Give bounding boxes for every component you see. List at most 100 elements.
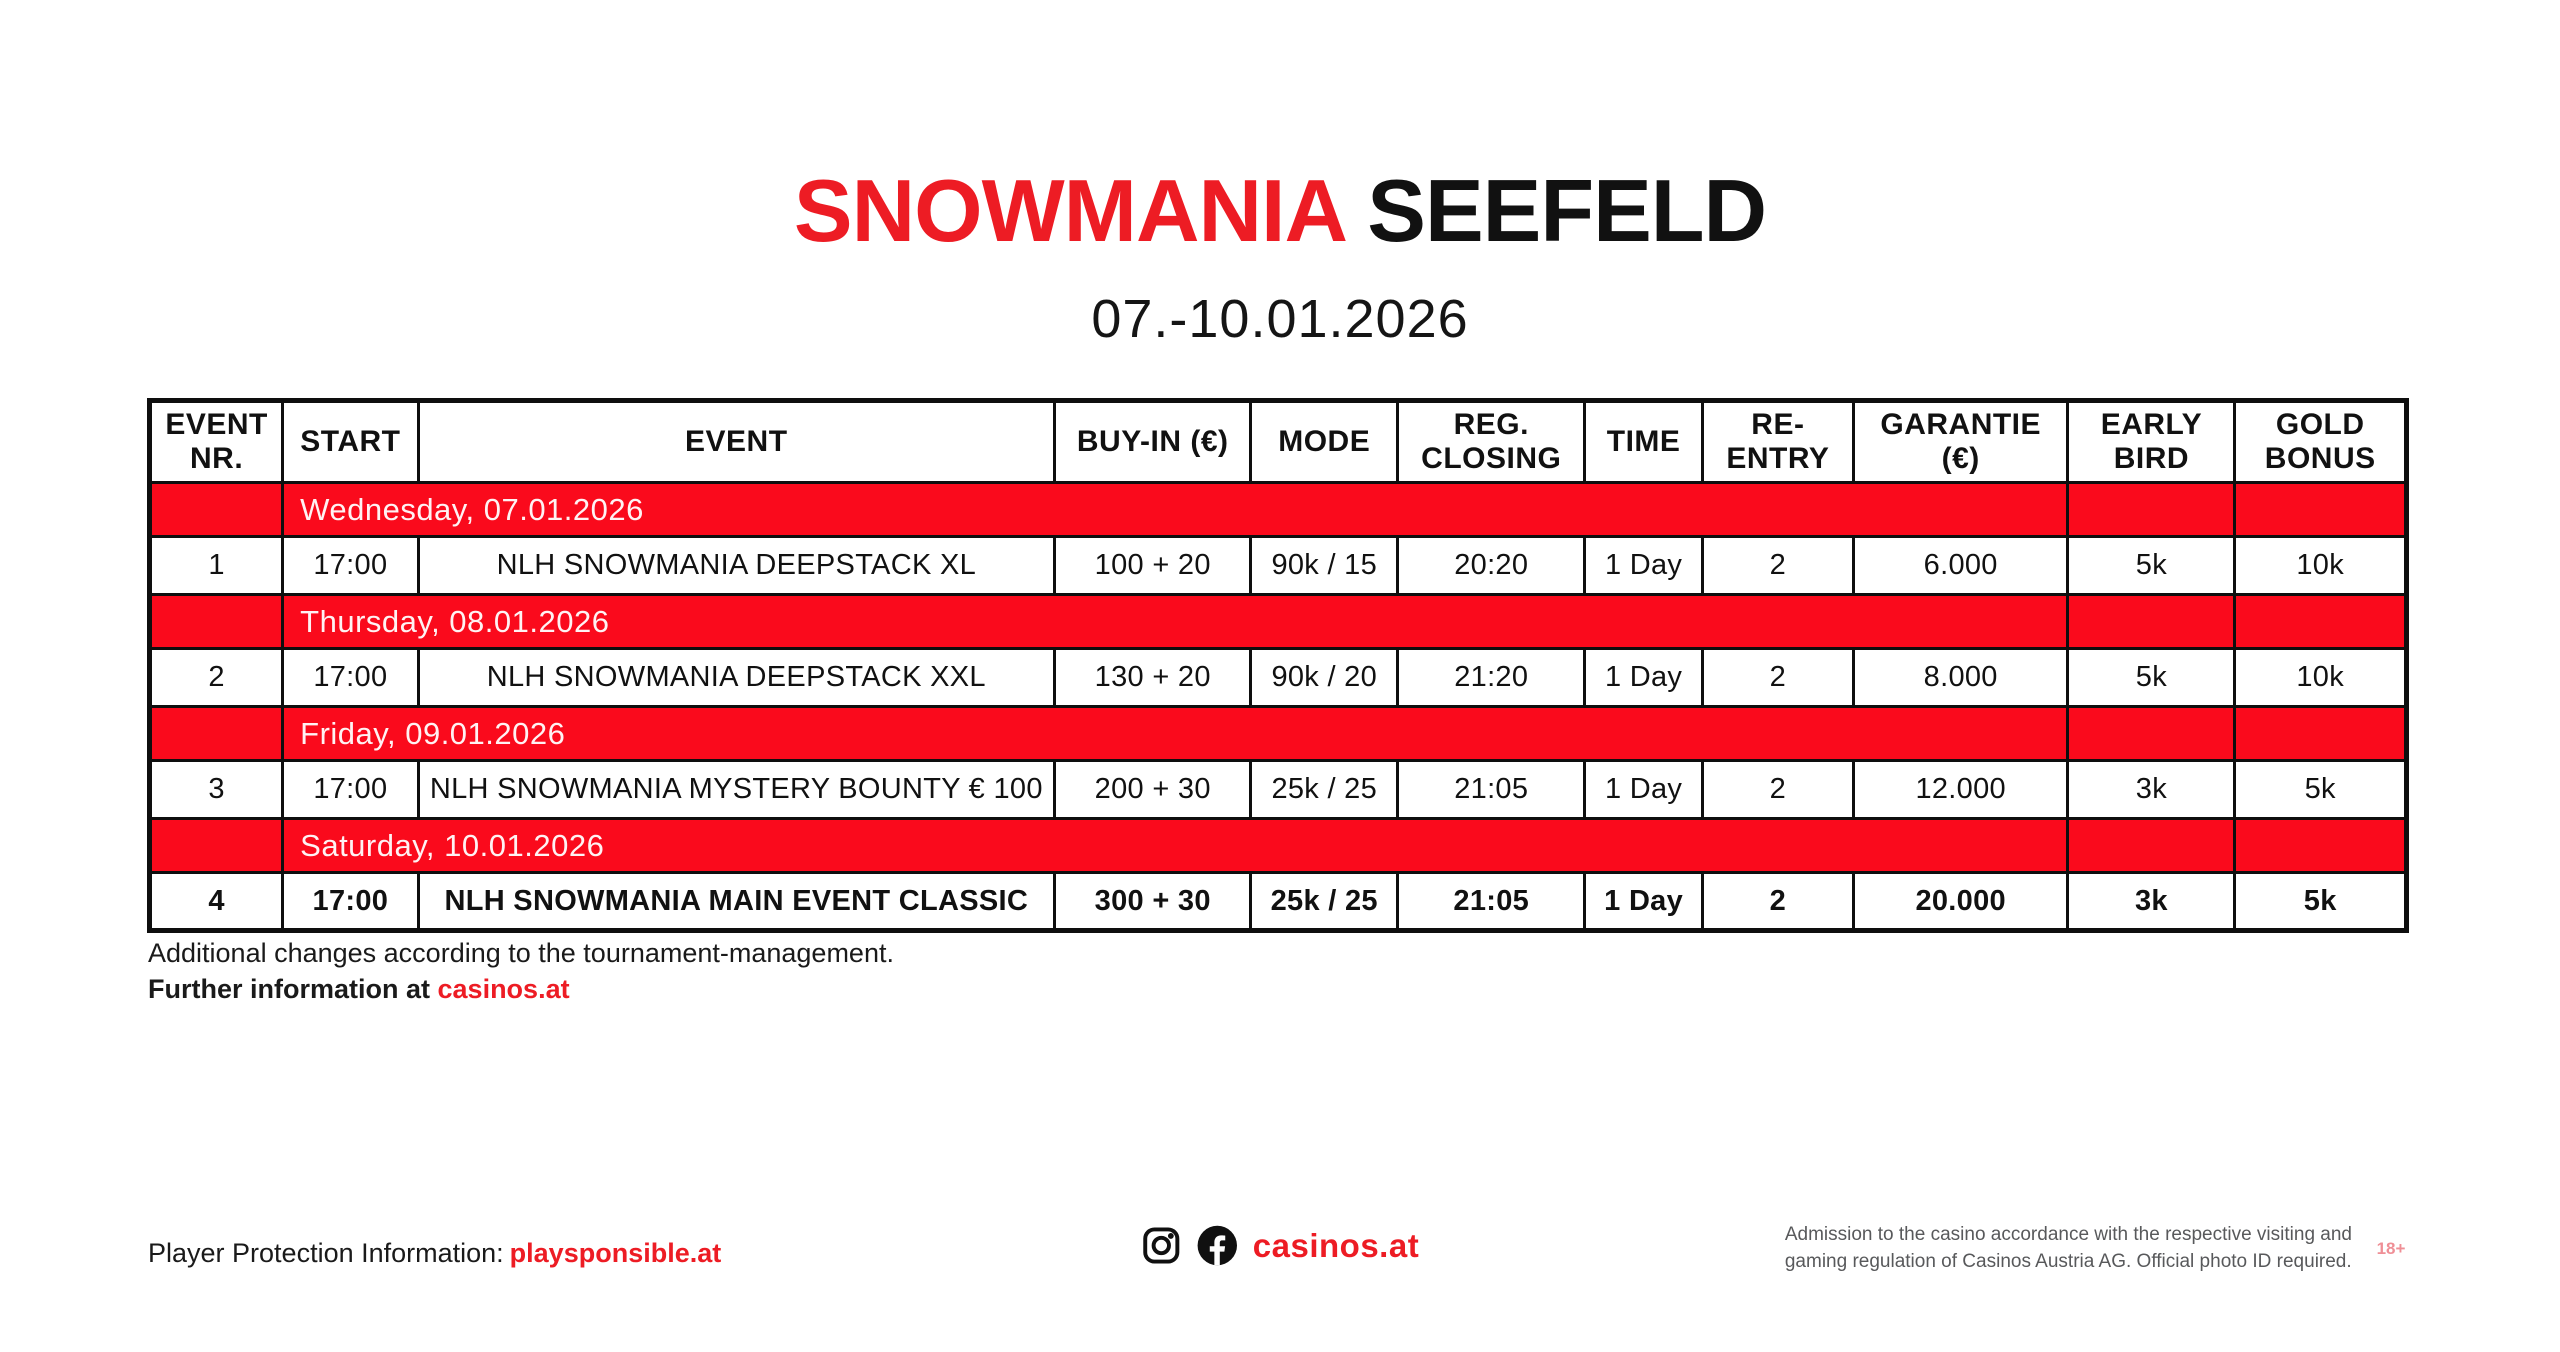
cell-time: 1 Day <box>1583 759 1704 820</box>
note-further-info: Further information at casinos.at <box>148 972 894 1008</box>
day-spacer-cell <box>2066 481 2237 538</box>
note-changes: Additional changes according to the tour… <box>148 938 894 968</box>
cell-garantie: 12.000 <box>1851 759 2070 820</box>
header-time: TIME <box>1583 399 1704 484</box>
admission-line-2: gaming regulation of Casinos Austria AG.… <box>1784 1250 2352 1272</box>
cell-event-nr: 2 <box>147 647 285 708</box>
day-spacer-cell <box>2066 705 2237 762</box>
header-event: EVENT <box>416 399 1057 484</box>
cell-reg-closing: 21:20 <box>1396 647 1587 708</box>
social-block: casinos.at <box>1141 1224 1419 1267</box>
age-18-badge-icon: 18+ <box>2376 1238 2406 1258</box>
cell-event-name: NLH SNOWMANIA DEEPSTACK XL <box>416 535 1057 596</box>
casinos-at-link[interactable]: casinos.at <box>437 973 570 1004</box>
header-start: START <box>281 399 420 484</box>
cell-event-name: NLH SNOWMANIA MAIN EVENT CLASSIC <box>416 871 1057 932</box>
cell-reg-closing: 20:20 <box>1396 535 1587 596</box>
cell-early-bird: 5k <box>2066 647 2237 708</box>
header-early-bird: EARLY BIRD <box>2066 399 2237 484</box>
cell-event-nr: 1 <box>147 535 285 596</box>
day-spacer-cell <box>2233 705 2408 762</box>
cell-mode: 25k / 25 <box>1249 759 1400 820</box>
event-date-range: 07.-10.01.2026 <box>1091 289 1469 349</box>
event-row-3: 3 17:00 NLH SNOWMANIA MYSTERY BOUNTY € 1… <box>147 759 2408 820</box>
cell-buyin: 200 + 30 <box>1053 759 1253 820</box>
admission-block: Admission to the casino accordance with … <box>1785 1222 2414 1275</box>
day-spacer-cell <box>147 593 285 650</box>
day-spacer-cell <box>147 817 285 874</box>
header-reg-closing: REG. CLOSING <box>1396 399 1587 484</box>
admission-line-1: Admission to the casino accordance with … <box>1784 1224 2352 1245</box>
cell-garantie: 20.000 <box>1851 871 2070 932</box>
cell-reg-closing: 21:05 <box>1396 759 1587 820</box>
day-spacer-cell <box>2233 817 2408 874</box>
day-spacer-cell <box>2066 593 2237 650</box>
cell-garantie: 6.000 <box>1851 535 2070 596</box>
event-row-4: 4 17:00 NLH SNOWMANIA MAIN EVENT CLASSIC… <box>147 871 2408 932</box>
cell-reentry: 2 <box>1700 759 1856 820</box>
schedule-table: EVENT NR. START EVENT BUY-IN (€) MODE RE… <box>147 398 2409 933</box>
day-row-saturday: Saturday, 10.01.2026 <box>147 817 2408 874</box>
cell-time: 1 Day <box>1583 647 1704 708</box>
title-brand: SNOWMANIA <box>793 161 1345 260</box>
cell-event-nr: 4 <box>147 871 285 932</box>
cell-event-nr: 3 <box>147 759 285 820</box>
cell-gold-bonus: 5k <box>2233 759 2408 820</box>
playsponsible-link[interactable]: playsponsible.at <box>509 1238 722 1268</box>
cell-mode: 25k / 25 <box>1249 871 1400 932</box>
cell-start: 17:00 <box>281 535 420 596</box>
player-protection-label: Player Protection Information: <box>148 1238 504 1268</box>
cell-start: 17:00 <box>281 647 420 708</box>
table-header-row: EVENT NR. START EVENT BUY-IN (€) MODE RE… <box>147 399 2408 484</box>
notes-block: Additional changes according to the tour… <box>148 936 894 1007</box>
cell-gold-bonus: 5k <box>2233 871 2408 932</box>
cell-reg-closing: 21:05 <box>1396 871 1587 932</box>
cell-start: 17:00 <box>281 871 420 932</box>
note-further-info-text: Further information at <box>148 973 430 1004</box>
day-spacer-cell <box>147 705 285 762</box>
event-row-1: 1 17:00 NLH SNOWMANIA DEEPSTACK XL 100 +… <box>147 535 2408 596</box>
cell-reentry: 2 <box>1700 647 1856 708</box>
day-spacer-cell <box>147 481 285 538</box>
event-row-2: 2 17:00 NLH SNOWMANIA DEEPSTACK XXL 130 … <box>147 647 2408 708</box>
cell-gold-bonus: 10k <box>2233 647 2408 708</box>
day-spacer-cell <box>2233 593 2408 650</box>
cell-time: 1 Day <box>1583 535 1704 596</box>
cell-buyin: 130 + 20 <box>1053 647 1253 708</box>
cell-buyin: 300 + 30 <box>1053 871 1253 932</box>
cell-time: 1 Day <box>1583 871 1704 932</box>
day-row-wednesday: Wednesday, 07.01.2026 <box>147 481 2408 538</box>
header-buyin: BUY-IN (€) <box>1053 399 1253 484</box>
cell-event-name: NLH SNOWMANIA DEEPSTACK XXL <box>416 647 1057 708</box>
header-garantie: GARANTIE (€) <box>1851 399 2070 484</box>
header-reentry: RE- ENTRY <box>1700 399 1856 484</box>
social-casinos-link[interactable]: casinos.at <box>1252 1226 1420 1264</box>
cell-early-bird: 3k <box>2066 759 2237 820</box>
day-label: Thursday, 08.01.2026 <box>281 593 2070 650</box>
title-location: SEEFELD <box>1367 161 1767 260</box>
day-label: Friday, 09.01.2026 <box>281 705 2070 762</box>
instagram-icon[interactable] <box>1141 1225 1182 1266</box>
cell-garantie: 8.000 <box>1851 647 2070 708</box>
cell-reentry: 2 <box>1700 535 1856 596</box>
day-spacer-cell <box>2233 481 2408 538</box>
header-mode: MODE <box>1249 399 1400 484</box>
page-title: SNOWMANIA SEEFELD <box>0 160 2560 262</box>
day-label: Wednesday, 07.01.2026 <box>281 481 2070 538</box>
day-row-friday: Friday, 09.01.2026 <box>147 705 2408 762</box>
cell-reentry: 2 <box>1700 871 1856 932</box>
header-event-nr: EVENT NR. <box>147 399 285 484</box>
cell-start: 17:00 <box>281 759 420 820</box>
title-space <box>1344 161 1367 260</box>
day-spacer-cell <box>2066 817 2237 874</box>
cell-buyin: 100 + 20 <box>1053 535 1253 596</box>
day-label: Saturday, 10.01.2026 <box>281 817 2070 874</box>
cell-early-bird: 5k <box>2066 535 2237 596</box>
cell-mode: 90k / 15 <box>1249 535 1400 596</box>
cell-event-name: NLH SNOWMANIA MYSTERY BOUNTY € 100 <box>416 759 1057 820</box>
cell-early-bird: 3k <box>2066 871 2237 932</box>
facebook-icon[interactable] <box>1196 1224 1239 1267</box>
admission-note: Admission to the casino accordance with … <box>1785 1222 2352 1275</box>
header-gold-bonus: GOLD BONUS <box>2233 399 2408 484</box>
